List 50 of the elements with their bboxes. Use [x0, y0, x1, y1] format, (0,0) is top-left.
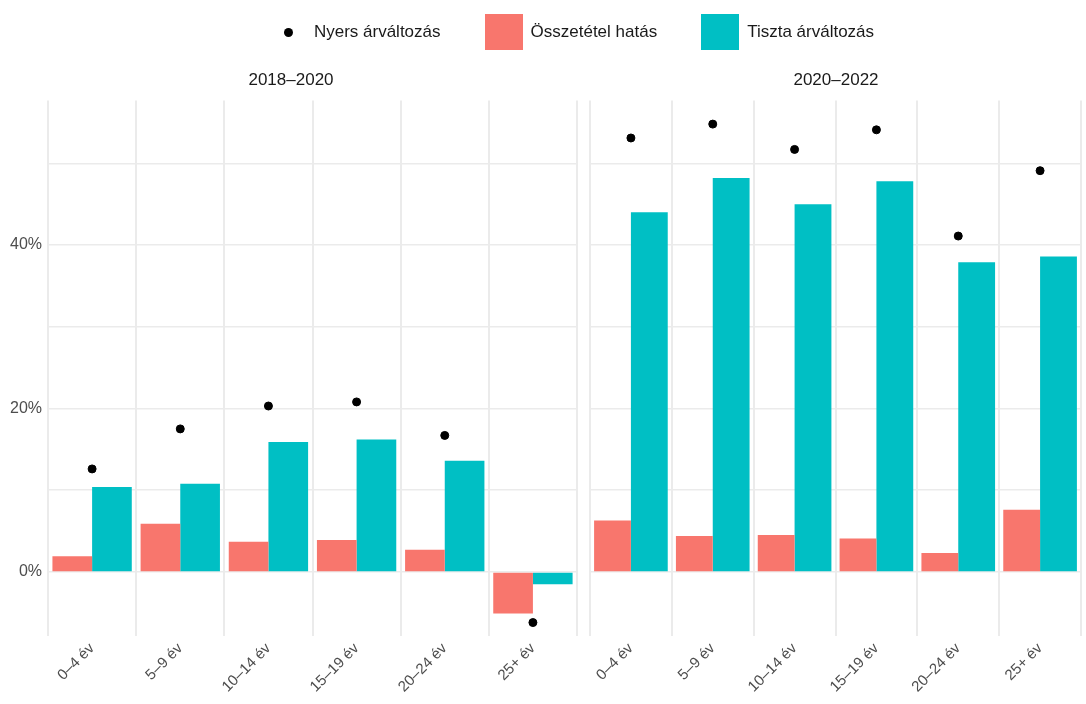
y-tick-label: 0% [18, 562, 43, 580]
point [708, 119, 718, 129]
x-tick-label: 5–9 év [673, 638, 719, 683]
bar [712, 178, 750, 572]
chart-title: 2020–2022 [793, 69, 879, 89]
bar [1040, 256, 1077, 572]
point [440, 430, 450, 440]
bar [794, 204, 832, 572]
bar [356, 439, 397, 572]
bar [921, 553, 959, 572]
bar [675, 535, 713, 572]
chart-title: 2018–2020 [248, 69, 334, 89]
bar [180, 483, 220, 572]
bar [228, 541, 269, 572]
bar [1003, 509, 1041, 572]
bar [268, 441, 309, 572]
bar [493, 572, 533, 614]
y-tick-label: 40% [9, 235, 43, 253]
bar [92, 486, 132, 572]
bar [405, 549, 445, 572]
bar [630, 212, 668, 572]
y-tick-label: 20% [9, 398, 43, 416]
bar [594, 520, 631, 572]
point [528, 618, 538, 628]
bar [52, 556, 93, 572]
point [263, 401, 273, 411]
legend-label: Nyers árváltozás [313, 22, 441, 42]
point [175, 424, 185, 434]
x-tick-label: 0–4 év [592, 638, 637, 683]
bar [532, 572, 573, 585]
point [352, 397, 362, 407]
point [871, 125, 881, 135]
point [87, 464, 97, 474]
bar [316, 540, 357, 572]
bar [876, 181, 914, 572]
point [626, 133, 636, 143]
bar [757, 535, 795, 572]
bar [140, 523, 181, 572]
legend-label: Tiszta árváltozás [747, 22, 875, 42]
point [953, 231, 963, 241]
x-tick-label: 25+ év [493, 638, 539, 684]
point [1035, 166, 1045, 176]
x-tick-label: 0–4 év [53, 638, 98, 683]
x-tick-label: 25+ év [1000, 638, 1046, 684]
bar [958, 262, 996, 572]
legend-label: Összetétel hatás [530, 22, 658, 42]
x-tick-label: 5–9 év [141, 638, 186, 683]
bar [444, 460, 485, 572]
bar [839, 538, 877, 572]
point [790, 144, 800, 154]
